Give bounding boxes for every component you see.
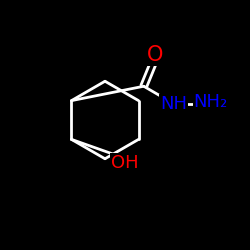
Text: NH: NH [160, 95, 187, 113]
Text: O: O [147, 45, 163, 65]
Text: OH: OH [111, 154, 139, 172]
Text: NH₂: NH₂ [194, 93, 228, 111]
